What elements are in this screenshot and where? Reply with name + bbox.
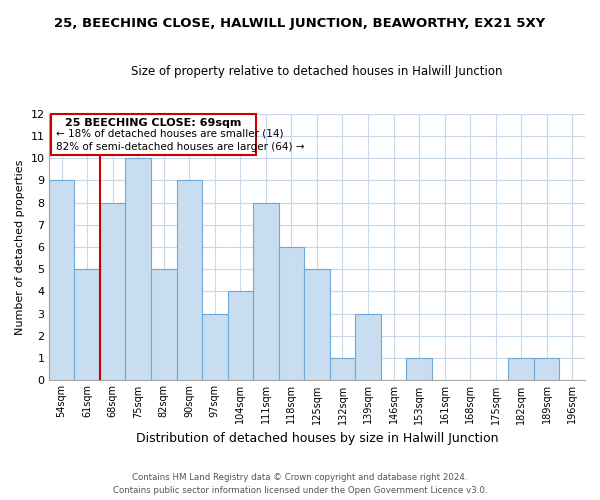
Bar [278,247,304,380]
Bar [74,269,100,380]
Bar [176,180,202,380]
Y-axis label: Number of detached properties: Number of detached properties [15,160,25,334]
Bar [100,202,125,380]
Bar [253,202,278,380]
Bar [125,158,151,380]
Text: 25 BEECHING CLOSE: 69sqm: 25 BEECHING CLOSE: 69sqm [65,118,241,128]
Text: 82% of semi-detached houses are larger (64) →: 82% of semi-detached houses are larger (… [56,142,304,152]
Bar [406,358,432,380]
Bar [227,292,253,380]
Bar [304,269,329,380]
X-axis label: Distribution of detached houses by size in Halwill Junction: Distribution of detached houses by size … [136,432,498,445]
Bar [151,269,176,380]
FancyBboxPatch shape [51,114,256,155]
Title: Size of property relative to detached houses in Halwill Junction: Size of property relative to detached ho… [131,65,503,78]
Bar [355,314,381,380]
Bar [329,358,355,380]
Bar [49,180,74,380]
Text: Contains HM Land Registry data © Crown copyright and database right 2024.
Contai: Contains HM Land Registry data © Crown c… [113,474,487,495]
Text: ← 18% of detached houses are smaller (14): ← 18% of detached houses are smaller (14… [56,128,283,138]
Bar [534,358,559,380]
Text: 25, BEECHING CLOSE, HALWILL JUNCTION, BEAWORTHY, EX21 5XY: 25, BEECHING CLOSE, HALWILL JUNCTION, BE… [55,18,545,30]
Bar [508,358,534,380]
Bar [202,314,227,380]
